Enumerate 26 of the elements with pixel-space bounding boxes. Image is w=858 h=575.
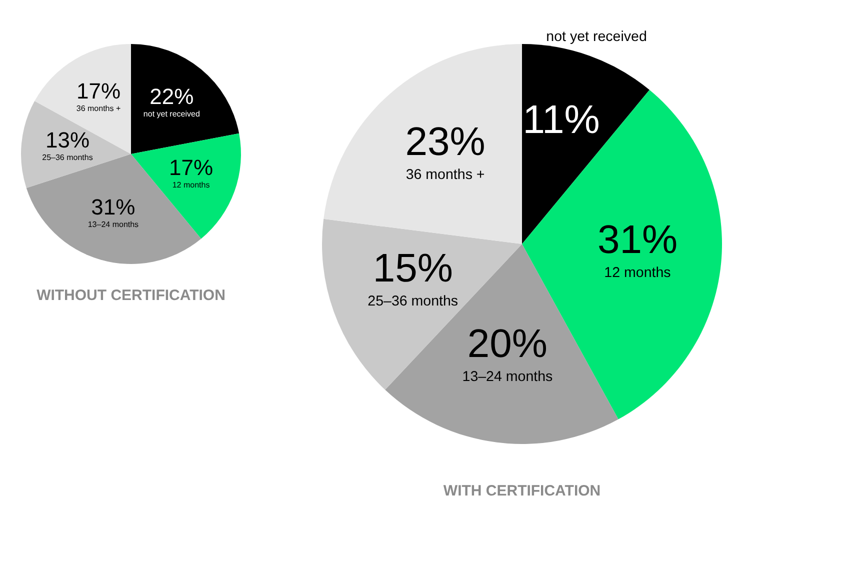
slice-label: 36 months +	[406, 166, 485, 183]
pie-slice	[21, 101, 131, 188]
slice-label: 25–36 months	[368, 293, 458, 310]
data-label: 11%	[522, 98, 600, 142]
data-label: 17%	[169, 154, 214, 180]
data-label: 31%	[597, 218, 678, 262]
text: WITHOUT CERTIFICATION	[36, 287, 226, 304]
slice-label: 13–24 months	[462, 369, 553, 386]
data-label: 20%	[467, 322, 548, 366]
slice-label: 12 months	[172, 180, 210, 190]
pie-slice	[34, 44, 131, 154]
slice-label: 25–36 months	[42, 152, 93, 162]
data-label: 13%	[45, 127, 90, 152]
text: WITH CERTIFICATION	[443, 482, 601, 500]
slice-label: 13–24 months	[88, 220, 139, 230]
data-label: 23%	[405, 120, 486, 164]
slice-label: 36 months +	[76, 104, 121, 113]
slice-label: 12 months	[604, 264, 671, 281]
data-label: 17%	[76, 78, 121, 104]
pie-slice	[131, 44, 240, 154]
data-label: 31%	[91, 194, 136, 220]
slice-label: not yet received	[143, 110, 200, 119]
data-label: 22%	[150, 84, 194, 110]
data-label: 15%	[372, 246, 453, 290]
slice-label: not yet received	[546, 29, 647, 46]
pie-slice	[324, 44, 522, 244]
